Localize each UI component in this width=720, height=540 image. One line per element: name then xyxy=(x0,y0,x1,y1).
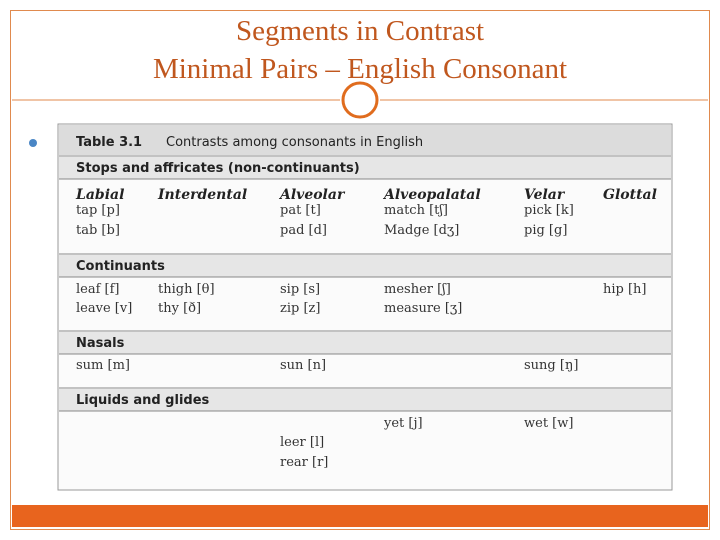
column-header: Glottal xyxy=(603,187,657,203)
slide-border xyxy=(10,10,710,530)
cell: tap [p] xyxy=(76,203,120,218)
cell: sum [m] xyxy=(76,358,130,373)
cell: pick [k] xyxy=(524,203,574,218)
cell: thigh [θ] xyxy=(158,282,215,297)
cell: sun [n] xyxy=(280,358,326,373)
cell: leave [v] xyxy=(76,301,132,316)
section-band xyxy=(59,332,671,354)
bullet xyxy=(29,139,37,147)
section-title: Liquids and glides xyxy=(76,393,210,408)
section-title: Stops and affricates (non-continuants) xyxy=(76,161,360,176)
cell: thy [ð] xyxy=(158,301,201,316)
cell: measure [ʒ] xyxy=(384,301,462,316)
column-header: Alveopalatal xyxy=(382,187,481,203)
cell: sip [s] xyxy=(280,282,320,297)
section-band xyxy=(59,157,671,179)
cell: match [tʃ] xyxy=(384,203,448,218)
cell: pig [g] xyxy=(524,223,567,238)
cell: pat [t] xyxy=(280,203,321,218)
column-header: Velar xyxy=(524,187,566,203)
table-caption: Contrasts among consonants in English xyxy=(166,135,423,150)
table-frame xyxy=(57,123,673,491)
section-title: Continuants xyxy=(76,259,165,274)
cell: pad [d] xyxy=(280,223,327,238)
title: Minimal Pairs – English Consonant xyxy=(153,53,567,85)
table-label: Table 3.1 xyxy=(76,135,142,150)
cell: leaf [f] xyxy=(76,282,120,297)
cell: mesher [ʃ] xyxy=(384,282,451,297)
cell: Madge [dʒ] xyxy=(384,223,459,238)
divider-ornament xyxy=(341,81,379,119)
section-title: Nasals xyxy=(76,336,125,351)
footer-bar xyxy=(12,505,708,527)
column-header: Interdental xyxy=(157,187,247,203)
cell: rear [r] xyxy=(280,455,328,470)
cell: hip [h] xyxy=(603,282,647,297)
cell: leer [l] xyxy=(280,435,324,450)
title: Segments in Contrast xyxy=(236,15,484,47)
table: Table 3.1 Contrasts among consonants in … xyxy=(57,123,673,491)
cell: yet [j] xyxy=(383,416,423,431)
cell: wet [w] xyxy=(524,416,573,431)
table-header-band xyxy=(59,125,671,155)
cell: sung [ŋ] xyxy=(524,358,578,373)
column-header: Alveolar xyxy=(278,187,346,203)
section-band xyxy=(59,255,671,277)
cell: tab [b] xyxy=(76,223,120,238)
section-band xyxy=(59,389,671,411)
cell: zip [z] xyxy=(280,301,320,316)
column-header: Labial xyxy=(75,187,124,203)
